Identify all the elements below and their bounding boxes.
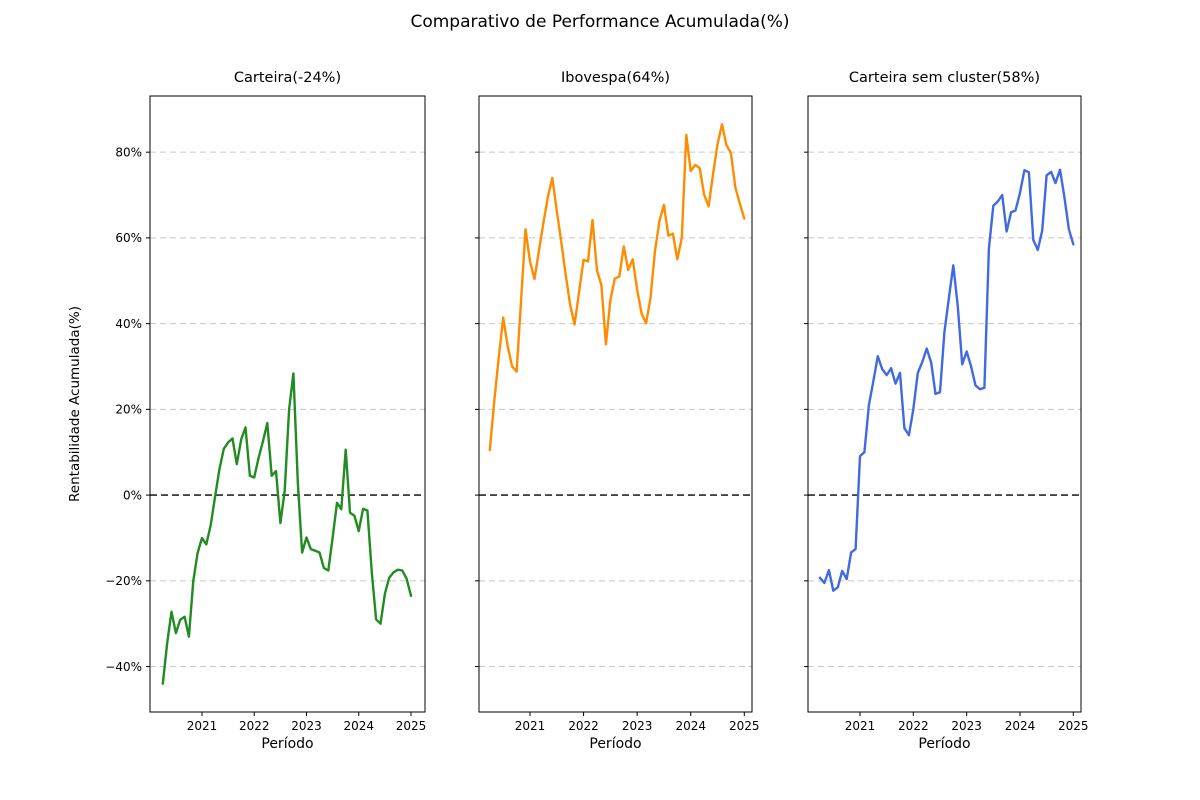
subplot-title-ibovespa: Ibovespa(64%) [560, 70, 671, 86]
x-tick-label: 2023 [622, 719, 653, 733]
figure-title: Comparativo de Performance Acumulada(%) [410, 12, 790, 32]
x-tick-label: 2023 [291, 719, 322, 733]
y-tick-label: 80% [115, 145, 142, 159]
axes-frame [149, 95, 426, 713]
axes-frame [807, 95, 1082, 713]
y-axis-label: Rentabilidade Acumulada(%) [67, 306, 83, 502]
series-line-2 [818, 168, 1075, 592]
x-tick-label: 2024 [1005, 719, 1036, 733]
x-tick-label: 2025 [729, 719, 760, 733]
x-tick-label: 2023 [951, 719, 982, 733]
x-tick-label: 2022 [898, 719, 929, 733]
x-tick-label: 2025 [396, 719, 427, 733]
subplot-title-carteira: Carteira(-24%) [233, 70, 342, 86]
x-tick-label: 2021 [515, 719, 546, 733]
y-tick-label: 0% [123, 488, 142, 502]
subplot-title-carteira-sem-cluster: Carteira sem cluster(58%) [848, 70, 1041, 86]
x-tick-label: 2025 [1058, 719, 1089, 733]
y-tick-label: −20% [105, 574, 142, 588]
y-tick-label: 20% [115, 403, 142, 417]
y-tick-label: 40% [115, 317, 142, 331]
x-tick-label: 2024 [675, 719, 706, 733]
x-axis-label-2: Período [589, 736, 642, 752]
series-line-1 [488, 123, 746, 452]
series-line-0 [161, 372, 413, 685]
axes-frame [478, 95, 753, 713]
x-tick-label: 2021 [187, 719, 218, 733]
x-axis-label-3: Período [918, 736, 971, 752]
x-tick-label: 2022 [239, 719, 270, 733]
x-tick-label: 2024 [343, 719, 374, 733]
y-tick-label: −40% [105, 660, 142, 674]
x-tick-label: 2022 [568, 719, 599, 733]
y-tick-label: 60% [115, 231, 142, 245]
x-tick-label: 2021 [845, 719, 876, 733]
x-axis-label-1: Período [261, 736, 314, 752]
